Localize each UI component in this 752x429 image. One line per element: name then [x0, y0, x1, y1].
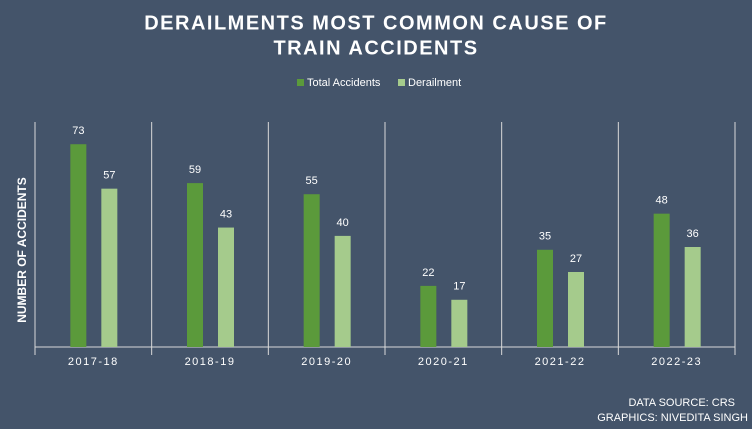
bar	[303, 194, 320, 347]
chart-title: DERAILMENTS MOST COMMON CAUSE OF	[144, 12, 608, 34]
bar	[568, 272, 584, 347]
bar	[420, 285, 437, 347]
value-label: 43	[220, 208, 232, 220]
value-label: 57	[103, 170, 115, 182]
value-label: 40	[337, 217, 349, 229]
y-axis-label: NUMBER OF ACCIDENTS	[15, 177, 29, 323]
legend-label: Derailment	[408, 77, 461, 89]
value-label: 48	[656, 195, 668, 207]
value-label: 17	[453, 281, 465, 293]
note: GRAPHICS: NIVEDITA SINGH	[597, 412, 748, 424]
value-label: 27	[570, 253, 582, 265]
bar	[451, 299, 468, 347]
value-label: 73	[72, 125, 84, 137]
bar	[70, 144, 87, 347]
value-label: 36	[687, 228, 699, 240]
chart-title: TRAIN ACCIDENTS	[273, 37, 478, 59]
bar	[653, 213, 670, 347]
bar	[684, 247, 701, 347]
value-label: 22	[422, 267, 434, 279]
x-tick-label: 2022-23	[651, 356, 702, 368]
legend-swatch	[297, 79, 304, 86]
x-tick-label: 2018-19	[185, 356, 236, 368]
bar	[537, 249, 553, 347]
bar	[187, 183, 203, 347]
bar	[218, 227, 234, 347]
x-tick-label: 2019-20	[301, 356, 352, 368]
bar	[334, 235, 351, 347]
value-label: 35	[539, 231, 551, 243]
value-label: 55	[306, 175, 318, 187]
legend-label: Total Accidents	[307, 77, 381, 89]
legend-swatch	[398, 79, 405, 86]
value-label: 59	[189, 164, 201, 176]
note: DATA SOURCE: CRS	[628, 397, 735, 409]
x-tick-label: 2021-22	[535, 356, 586, 368]
bar	[101, 188, 118, 347]
x-tick-label: 2017-18	[68, 356, 119, 368]
x-tick-label: 2020-21	[418, 356, 469, 368]
